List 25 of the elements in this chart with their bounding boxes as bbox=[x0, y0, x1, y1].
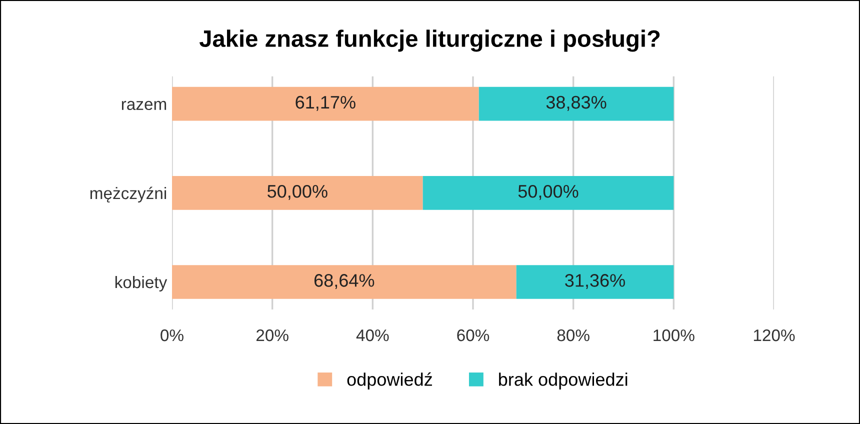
data-label: 61,17% bbox=[296, 96, 356, 111]
data-label: 38,83% bbox=[546, 96, 606, 111]
legend-label: brak odpowiedzi bbox=[499, 372, 628, 390]
data-label: 31,36% bbox=[565, 274, 625, 289]
data-label: 68,64% bbox=[314, 274, 374, 289]
x-tick-label: 20% bbox=[256, 329, 288, 342]
data-label: 50,00% bbox=[268, 184, 328, 200]
y-tick-label: mężczyźni bbox=[90, 186, 166, 203]
bar bbox=[422, 176, 674, 210]
bar bbox=[478, 86, 674, 121]
legend-label: odpowiedź bbox=[347, 372, 432, 390]
x-tick-label: 60% bbox=[457, 329, 490, 342]
x-tick-label: 0% bbox=[160, 329, 184, 342]
bar bbox=[172, 176, 423, 210]
data-label: 50,00% bbox=[518, 184, 578, 200]
x-tick-label: 100% bbox=[654, 329, 694, 342]
y-tick-label: kobiety bbox=[115, 276, 168, 292]
bar bbox=[516, 265, 674, 299]
y-tick-label: razem bbox=[122, 100, 166, 110]
bar bbox=[172, 265, 516, 299]
x-tick-label: 40% bbox=[356, 329, 389, 342]
x-tick-label: 120% bbox=[754, 329, 795, 342]
x-tick-label: 80% bbox=[557, 329, 590, 342]
bar bbox=[172, 86, 479, 121]
chart-title: Jakie znasz funkcje liturgiczne i posługi? bbox=[199, 30, 660, 52]
